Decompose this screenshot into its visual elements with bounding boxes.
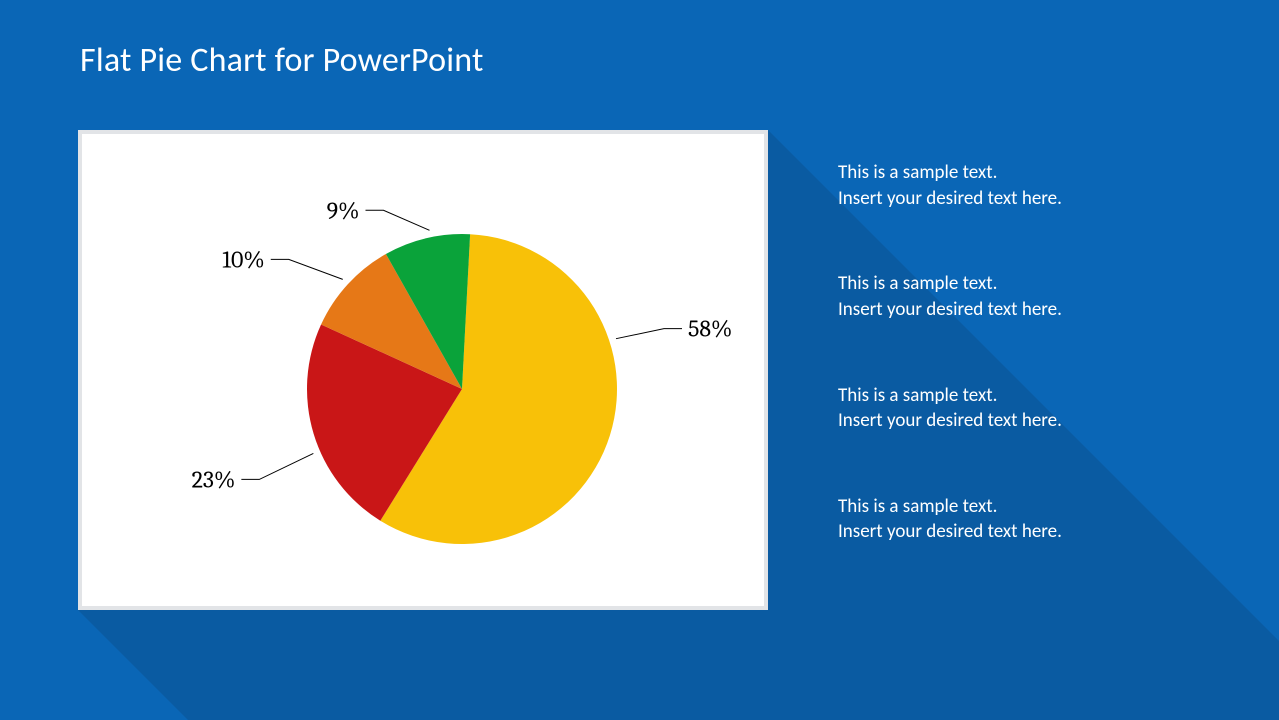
pie-slice-label: 10% xyxy=(222,245,264,273)
leader-line xyxy=(365,210,429,230)
side-text-block: This is a sample text. Insert your desir… xyxy=(838,383,1238,434)
leader-line xyxy=(241,453,313,479)
slide: Flat Pie Chart for PowerPoint 58% 23% 10% 9… xyxy=(0,0,1279,720)
side-text-column: This is a sample text. Insert your desir… xyxy=(838,160,1238,605)
side-text-block: This is a sample text. Insert your desir… xyxy=(838,271,1238,322)
side-text-line: This is a sample text. xyxy=(838,494,1238,520)
side-text-line: Insert your desired text here. xyxy=(838,408,1238,434)
side-text-line: This is a sample text. xyxy=(838,160,1238,186)
side-text-block: This is a sample text. Insert your desir… xyxy=(838,160,1238,211)
leader-line xyxy=(616,329,682,339)
leader-line xyxy=(271,259,343,279)
side-text-line: This is a sample text. xyxy=(838,383,1238,409)
pie-slice-label: 23% xyxy=(192,465,236,493)
side-text-line: This is a sample text. xyxy=(838,271,1238,297)
side-text-line: Insert your desired text here. xyxy=(838,519,1238,545)
pie-slice-label: 9% xyxy=(327,196,360,224)
chart-card: 58% 23% 10% 9% xyxy=(78,130,768,610)
side-text-block: This is a sample text. Insert your desir… xyxy=(838,494,1238,545)
slide-title: Flat Pie Chart for PowerPoint xyxy=(80,40,484,81)
pie-slice-label: 58% xyxy=(688,315,732,343)
pie-chart: 58% 23% 10% 9% xyxy=(82,134,764,606)
side-text-line: Insert your desired text here. xyxy=(838,186,1238,212)
side-text-line: Insert your desired text here. xyxy=(838,297,1238,323)
